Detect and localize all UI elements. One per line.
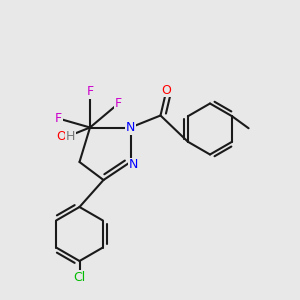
Text: F: F — [55, 112, 62, 125]
Text: F: F — [115, 97, 122, 110]
Text: O: O — [162, 83, 171, 97]
Text: N: N — [126, 121, 135, 134]
Text: H: H — [66, 130, 75, 143]
Text: N: N — [129, 158, 138, 172]
Text: F: F — [86, 85, 94, 98]
Text: O: O — [56, 130, 66, 143]
Text: Cl: Cl — [74, 271, 86, 284]
